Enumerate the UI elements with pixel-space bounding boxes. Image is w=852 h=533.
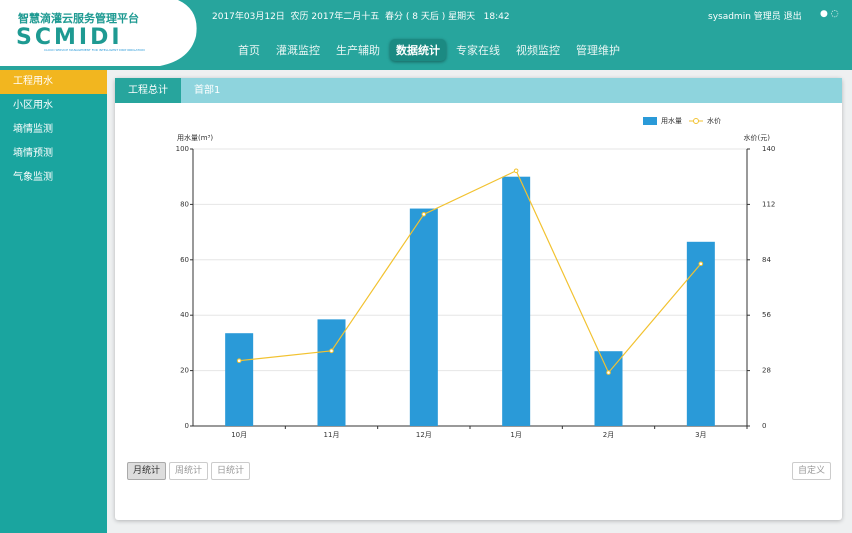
y2-tick-label: 140 bbox=[762, 145, 775, 153]
line bbox=[239, 169, 702, 374]
x-tick-label: 3月 bbox=[695, 431, 706, 439]
stat-button[interactable]: 日统计 bbox=[211, 462, 251, 480]
logo-text: SCMIDI bbox=[16, 25, 123, 50]
y2-axis-label: 水价(元) bbox=[744, 133, 771, 142]
point bbox=[236, 358, 242, 364]
legend-swatch bbox=[643, 117, 657, 125]
point bbox=[329, 348, 334, 354]
sidebar-item[interactable]: 工程用水 bbox=[0, 70, 107, 94]
y-tick-label: 60 bbox=[180, 256, 189, 264]
nav-item[interactable]: 专家在线 bbox=[456, 44, 500, 57]
legend-label: 用水量 bbox=[661, 116, 682, 125]
tab[interactable]: 首部1 bbox=[194, 85, 221, 96]
point bbox=[421, 211, 427, 217]
nav-item[interactable]: 首页 bbox=[238, 44, 260, 57]
x-tick-label: 10月 bbox=[231, 431, 247, 439]
stat-button[interactable]: 周统计 bbox=[169, 462, 209, 480]
tab[interactable]: 工程总计 bbox=[115, 78, 181, 103]
x-tick-label: 11月 bbox=[324, 431, 340, 439]
stat-button[interactable]: 月统计 bbox=[127, 462, 167, 480]
y-tick-label: 40 bbox=[180, 311, 189, 319]
custom-button[interactable]: 自定义 bbox=[792, 462, 832, 480]
nav-item[interactable]: 生产辅助 bbox=[336, 44, 380, 57]
point bbox=[698, 261, 704, 267]
y-tick-label: 100 bbox=[176, 145, 189, 153]
bar bbox=[686, 241, 715, 426]
legend-swatch bbox=[693, 118, 699, 124]
point bbox=[606, 370, 611, 375]
y-tick-label: 80 bbox=[180, 200, 189, 208]
y-tick-label: 20 bbox=[180, 367, 189, 375]
bar bbox=[225, 333, 254, 426]
logo-subtitle: CLOUD SERVICE MANAGEMENT FOR INTELLIGENT… bbox=[44, 48, 145, 52]
sidebar-item[interactable]: 气象监测 bbox=[13, 172, 53, 183]
datetime: 2017年03月12日 农历 2017年二月十五 春分 ( 8 天后 ) 星期天… bbox=[212, 12, 510, 22]
logo-title: 智慧滴灌云服务管理平台 bbox=[18, 11, 139, 25]
user-info: sysadmin 管理员 退出 bbox=[708, 9, 802, 22]
bar bbox=[502, 176, 531, 426]
legend-label: 水价 bbox=[707, 116, 721, 125]
y2-tick-label: 28 bbox=[762, 367, 771, 375]
tabs: 工程总计 首部1 bbox=[115, 78, 842, 103]
nav: 首页 灌溉监控 生产辅助 数据统计 专家在线 视频监控 管理维护 bbox=[232, 39, 626, 61]
x-tick-label: 12月 bbox=[416, 431, 432, 439]
sidebar-item[interactable]: 墒情预测 bbox=[13, 148, 53, 159]
logo-bg bbox=[0, 0, 197, 66]
y2-tick-label: 0 bbox=[762, 422, 766, 430]
bar bbox=[594, 351, 623, 426]
sidebar-item[interactable]: 小区用水 bbox=[13, 100, 53, 111]
icons[interactable]: ● ◌ bbox=[820, 9, 839, 19]
nav-item[interactable]: 灌溉监控 bbox=[276, 44, 320, 57]
logo: 智慧滴灌云服务管理平台 SCMIDI CLOUD SERVICE MANAGEM… bbox=[0, 0, 197, 66]
y2-tick-label: 56 bbox=[762, 311, 771, 319]
point bbox=[513, 168, 519, 174]
sidebar-item[interactable]: 墒情监测 bbox=[13, 124, 53, 135]
nav-item[interactable]: 数据统计 bbox=[390, 39, 446, 61]
y2-tick-label: 84 bbox=[762, 256, 771, 264]
y-tick-label: 0 bbox=[185, 422, 189, 430]
sidebar: 工程用水小区用水墒情监测墒情预测气象监测 bbox=[0, 70, 107, 533]
y2-tick-label: 112 bbox=[762, 200, 775, 208]
x-tick-label: 1月 bbox=[510, 431, 521, 439]
nav-item[interactable]: 视频监控 bbox=[516, 44, 560, 57]
x-tick-label: 2月 bbox=[603, 431, 614, 439]
nav-item[interactable]: 管理维护 bbox=[576, 44, 620, 57]
card bbox=[115, 78, 842, 520]
bar bbox=[409, 208, 438, 426]
y-axis-label: 用水量(m³) bbox=[177, 133, 213, 142]
logout[interactable]: 退出 bbox=[783, 12, 802, 22]
user: sysadmin 管理员 bbox=[708, 12, 781, 22]
